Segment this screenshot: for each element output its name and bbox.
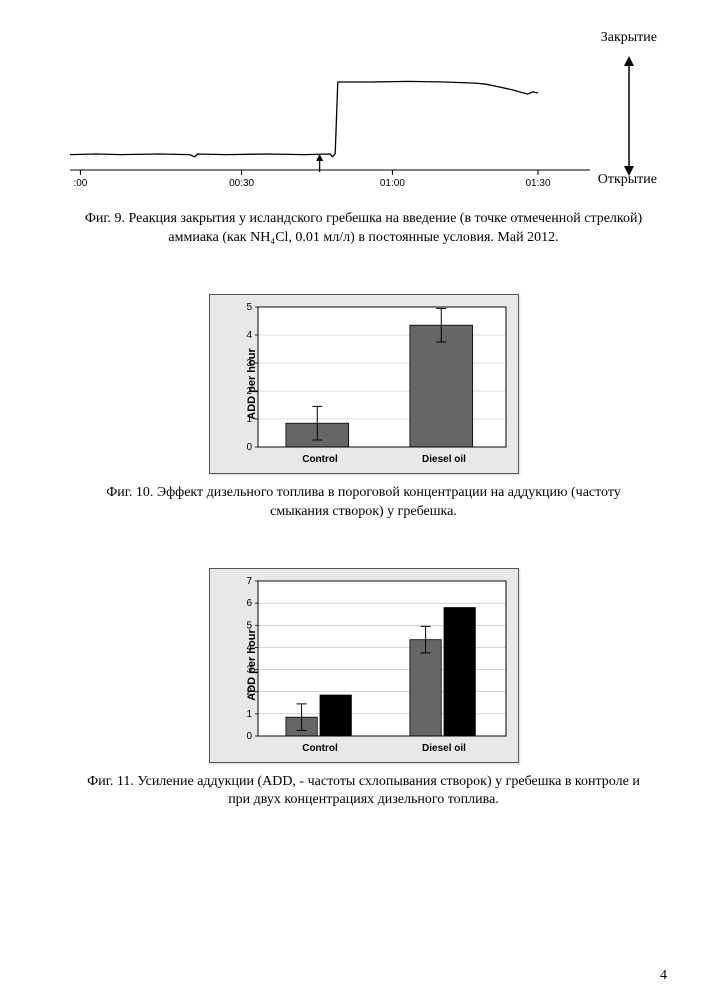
bar-chart-frame: ADD per hour 012345ControlDiesel oil — [209, 294, 519, 474]
svg-text:7: 7 — [246, 576, 252, 587]
svg-text:Control: Control — [302, 454, 338, 465]
svg-text:0: 0 — [246, 731, 252, 742]
svg-text:1: 1 — [246, 708, 252, 719]
svg-text:5: 5 — [246, 302, 252, 313]
page-number: 4 — [660, 968, 667, 984]
page: Закрытие Открытие :0000:3001:0001:30 Фиг… — [0, 0, 707, 1000]
svg-text:01:30: 01:30 — [525, 178, 550, 189]
svg-text::00: :00 — [73, 178, 87, 189]
svg-text:00:30: 00:30 — [229, 178, 254, 189]
svg-text:0: 0 — [246, 442, 252, 453]
svg-text:Control: Control — [302, 743, 338, 754]
y-axis-label: ADD per hour — [245, 629, 257, 701]
y-axis-label: ADD per hour — [245, 348, 257, 420]
svg-text:6: 6 — [246, 598, 252, 609]
axis-label-close: Закрытие — [601, 30, 657, 46]
bar-chart-frame: ADD per hour 01234567ControlDiesel oil — [209, 568, 519, 763]
line-chart: :00 00:30 01:00 01:30 — [60, 60, 600, 190]
svg-text:01:00: 01:00 — [380, 178, 405, 189]
figure-10-caption: Фиг. 10. Эффект дизельного топлива в пор… — [60, 484, 667, 522]
figure-11-caption: Фиг. 11. Усиление аддукции (ADD, - часто… — [60, 773, 667, 811]
svg-text:4: 4 — [246, 330, 252, 341]
figure-11: ADD per hour 01234567ControlDiesel oil Ф… — [60, 568, 667, 811]
double-arrow-icon — [621, 56, 637, 176]
figure-9-chart-wrap: Закрытие Открытие :0000:3001:0001:30 — [60, 30, 667, 200]
figure-9-caption: Фиг. 9. Реакция закрытия у исландского г… — [60, 210, 667, 248]
figure-9: Закрытие Открытие :0000:3001:0001:30 Фиг… — [60, 30, 667, 248]
figure-10: ADD per hour 012345ControlDiesel oil Фиг… — [60, 294, 667, 522]
svg-text:Diesel oil: Diesel oil — [422, 454, 466, 465]
svg-text:Diesel oil: Diesel oil — [422, 743, 466, 754]
